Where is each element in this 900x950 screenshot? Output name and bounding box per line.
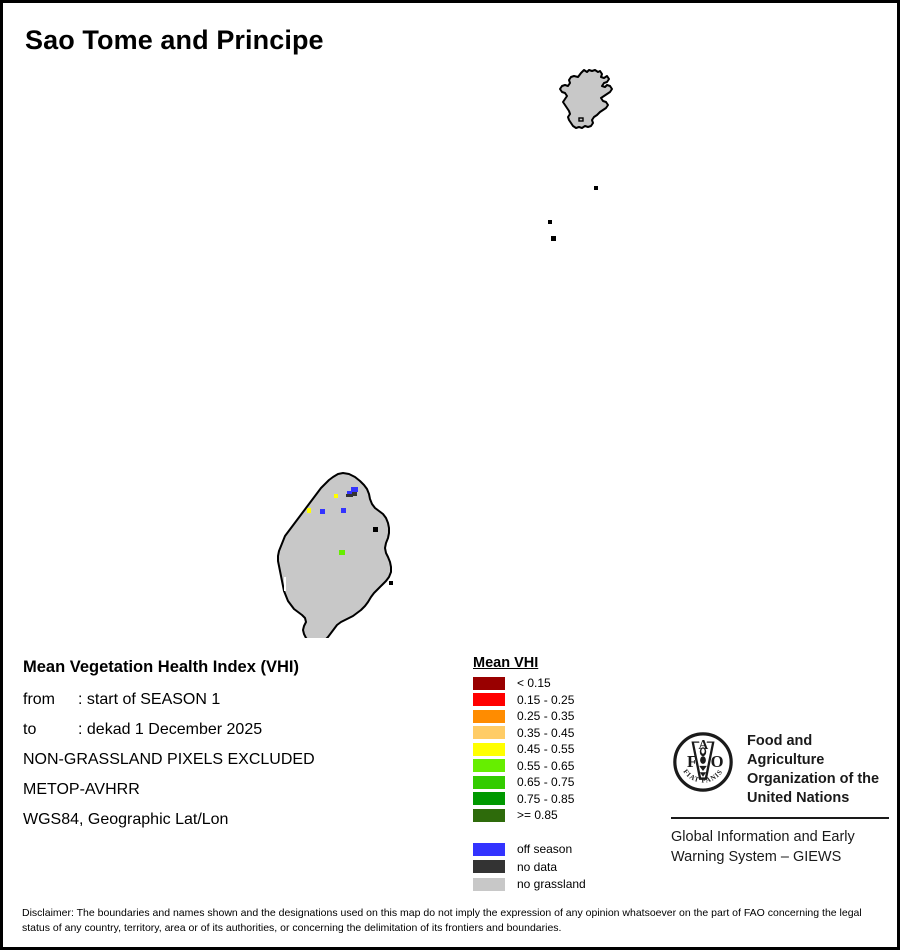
map-svg [277, 69, 613, 638]
legend-item: 0.35 - 0.45 [473, 725, 586, 742]
fao-block: F A O FIAT PANIS Food and Agriculture Or… [671, 730, 893, 868]
legend-item: 0.45 - 0.55 [473, 741, 586, 758]
vhi-pixel-cells [307, 487, 358, 555]
legend-item: 0.65 - 0.75 [473, 774, 586, 791]
principe-landmass [559, 69, 613, 129]
legend-item-off-season: off season [473, 841, 586, 859]
legend-label: 0.55 - 0.65 [517, 758, 575, 773]
legend-swatch [473, 842, 505, 856]
coast-notch-west [284, 577, 286, 591]
vhi-cell [352, 492, 357, 496]
legend-item: 0.55 - 0.65 [473, 758, 586, 775]
info-pixels-excluded: NON-GRASSLAND PIXELS EXCLUDED [23, 751, 315, 768]
svg-text:A: A [699, 737, 709, 752]
vhi-cell [351, 487, 358, 492]
svg-text:F: F [687, 752, 697, 771]
vhi-cell [307, 508, 311, 513]
fao-header: F A O FIAT PANIS Food and Agriculture Or… [671, 730, 893, 807]
principe-islet-south [594, 186, 598, 190]
legend: Mean VHI < 0.15 0.15 - 0.25 0.25 - 0.35 … [473, 654, 586, 893]
legend-item-no-grassland: no grassland [473, 876, 586, 894]
islet-pedras-2 [551, 236, 556, 241]
vhi-cell [346, 494, 353, 497]
vhi-cell [339, 550, 345, 555]
legend-label: 0.35 - 0.45 [517, 725, 575, 740]
legend-swatch [473, 808, 505, 822]
islet-pedras-1 [548, 220, 552, 224]
legend-swatch [473, 676, 505, 690]
legend-label: no data [517, 859, 558, 874]
legend-swatch [473, 709, 505, 723]
legend-swatch [473, 877, 505, 891]
sao-tome-landmass [277, 472, 392, 638]
vhi-cell [347, 491, 352, 495]
page-title: Sao Tome and Principe [25, 25, 324, 55]
fao-divider [671, 817, 889, 820]
vhi-cell [320, 509, 325, 514]
legend-item-no-data: no data [473, 858, 586, 876]
legend-swatch [473, 792, 505, 806]
fao-org-line2: Organization of the [747, 770, 880, 787]
principe-islet-north [578, 117, 584, 122]
info-projection: WGS84, Geographic Lat/Lon [23, 811, 229, 828]
info-row-to: to : dekad 1 December 2025 [23, 715, 453, 745]
island-sao-tome [277, 472, 393, 638]
disclaimer: Disclaimer: The boundaries and names sho… [22, 907, 862, 935]
info-from-label: from [23, 691, 55, 708]
vhi-cell [334, 494, 338, 498]
vhi-cell [341, 508, 346, 513]
fao-org-line1: Food and Agriculture [747, 733, 825, 768]
sao-tome-islet-east [389, 581, 393, 585]
legend-label: 0.65 - 0.75 [517, 775, 575, 790]
info-row-from: from : start of SEASON 1 [23, 685, 453, 715]
fao-organization-name: Food and Agriculture Organization of the… [747, 730, 893, 807]
legend-item: 0.25 - 0.35 [473, 708, 586, 725]
legend-swatch [473, 742, 505, 756]
legend-label: < 0.15 [517, 676, 551, 691]
legend-label: 0.15 - 0.25 [517, 692, 575, 707]
fao-logo-icon: F A O FIAT PANIS [671, 730, 735, 794]
fao-system-name: Global Information and Early Warning Sys… [671, 828, 893, 867]
legend-item: < 0.15 [473, 675, 586, 692]
fao-system-line1: Global Information and Early [671, 829, 855, 846]
sao-tome-islet-ne [373, 527, 378, 532]
legend-swatch [473, 860, 505, 874]
legend-swatch [473, 775, 505, 789]
legend-label: >= 0.85 [517, 808, 558, 823]
island-principe [548, 69, 613, 241]
legend-swatch [473, 693, 505, 707]
legend-label: 0.45 - 0.55 [517, 742, 575, 757]
legend-label: no grassland [517, 877, 586, 892]
info-block: Mean Vegetation Health Index (VHI) from:… [23, 658, 453, 835]
legend-item: >= 0.85 [473, 807, 586, 824]
fao-org-line3: United Nations [747, 789, 850, 806]
legend-swatch [473, 726, 505, 740]
fao-system-line2: Warning System – GIEWS [671, 848, 842, 865]
info-from-value: : start of SEASON 1 [78, 691, 221, 708]
info-heading: Mean Vegetation Health Index (VHI) [23, 658, 299, 676]
info-to-label: to [23, 721, 37, 738]
legend-label: off season [517, 842, 573, 857]
info-to-value: : dekad 1 December 2025 [78, 721, 263, 738]
info-sensor: METOP-AVHRR [23, 781, 140, 798]
legend-spacer [473, 824, 586, 841]
legend-item: 0.15 - 0.25 [473, 692, 586, 709]
svg-text:O: O [711, 752, 724, 771]
legend-title: Mean VHI [473, 655, 539, 671]
legend-item: 0.75 - 0.85 [473, 791, 586, 808]
legend-label: 0.75 - 0.85 [517, 791, 575, 806]
legend-swatch [473, 759, 505, 773]
legend-label: 0.25 - 0.35 [517, 709, 575, 724]
map-canvas[interactable] [3, 58, 897, 638]
